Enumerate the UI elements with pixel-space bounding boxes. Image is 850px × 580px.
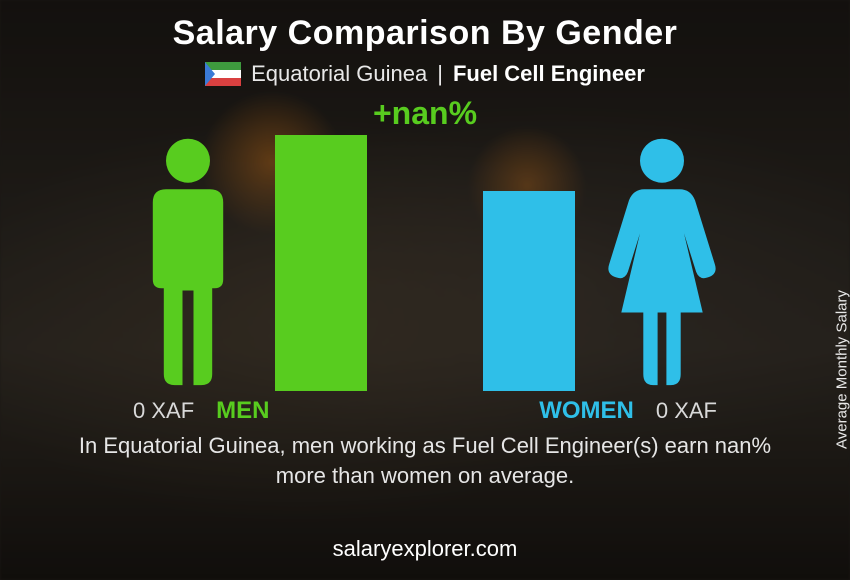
women-label-row: 0 XAF WOMEN	[539, 397, 717, 425]
women-group	[483, 135, 717, 391]
separator: |	[437, 61, 443, 87]
men-category-label: MEN	[216, 397, 269, 425]
women-value: 0 XAF	[656, 398, 717, 424]
women-category-label: WOMEN	[539, 397, 634, 425]
subtitle-row: Equatorial Guinea | Fuel Cell Engineer	[0, 61, 850, 87]
job-title: Fuel Cell Engineer	[453, 61, 645, 87]
male-icon	[133, 135, 243, 391]
women-bar	[483, 191, 575, 391]
site-credit: salaryexplorer.com	[0, 536, 850, 562]
description-text: In Equatorial Guinea, men working as Fue…	[55, 431, 795, 490]
country-label: Equatorial Guinea	[251, 61, 427, 87]
gender-salary-chart: +nan% 0 XAF MEN 0 XAF	[105, 95, 745, 425]
men-value: 0 XAF	[133, 398, 194, 424]
page-title: Salary Comparison By Gender	[0, 0, 850, 53]
female-icon	[607, 135, 717, 391]
men-group	[133, 135, 367, 391]
men-bar	[275, 135, 367, 391]
men-label-row: 0 XAF MEN	[133, 397, 269, 425]
percentage-diff-label: +nan%	[373, 95, 477, 132]
infographic-content: Salary Comparison By Gender Equatorial G…	[0, 0, 850, 580]
flag-icon	[205, 62, 241, 86]
y-axis-label: Average Monthly Salary	[834, 290, 850, 449]
